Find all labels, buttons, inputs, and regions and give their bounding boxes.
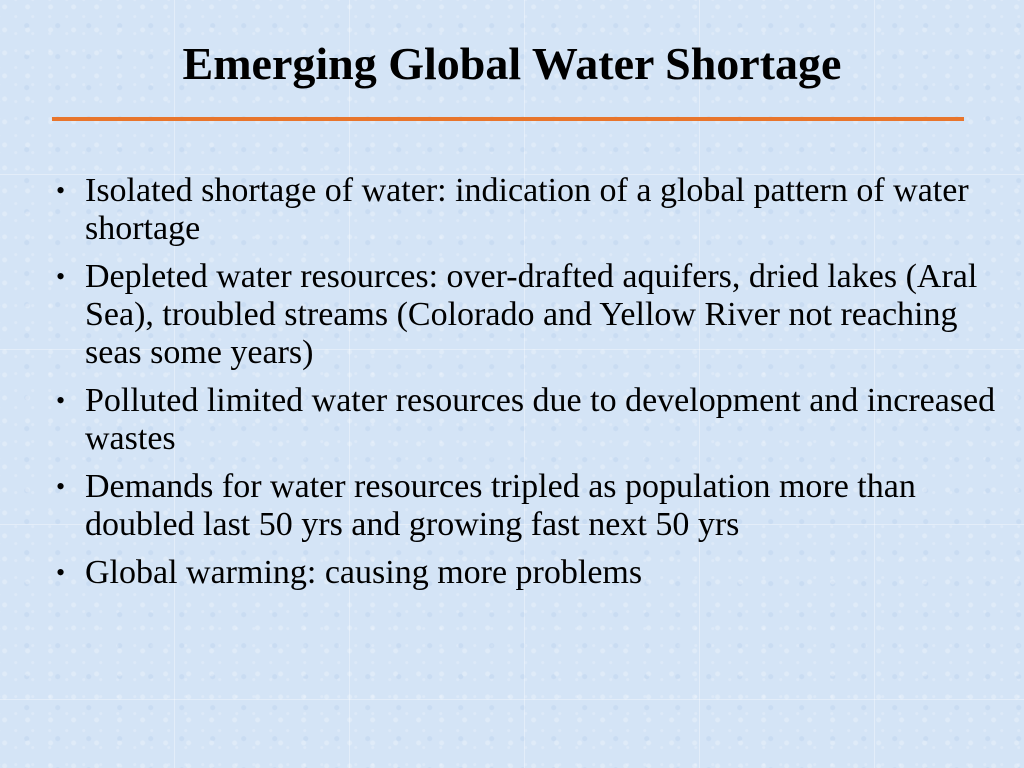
bullet-text: Demands for water resources tripled as p…: [85, 468, 916, 543]
bullet-list: Isolated shortage of water: indication o…: [52, 172, 1002, 602]
bullet-item: Polluted limited water resources due to …: [52, 382, 1002, 458]
bullet-icon: [56, 554, 65, 592]
bullet-item: Isolated shortage of water: indication o…: [52, 172, 1002, 248]
bullet-icon: [56, 172, 65, 210]
bullet-icon: [56, 382, 65, 420]
bullet-text: Isolated shortage of water: indication o…: [85, 172, 969, 247]
slide-title: Emerging Global Water Shortage: [182, 38, 842, 89]
bullet-item: Depleted water resources: over-drafted a…: [52, 258, 1002, 372]
bullet-item: Demands for water resources tripled as p…: [52, 468, 1002, 544]
bullet-icon: [56, 258, 65, 296]
bullet-text: Global warming: causing more problems: [85, 554, 643, 591]
bullet-item: Global warming: causing more problems: [52, 554, 1002, 592]
bullet-text: Polluted limited water resources due to …: [85, 382, 996, 457]
title-divider: [52, 117, 964, 121]
bullet-icon: [56, 468, 65, 506]
bullet-text: Depleted water resources: over-drafted a…: [85, 258, 978, 371]
